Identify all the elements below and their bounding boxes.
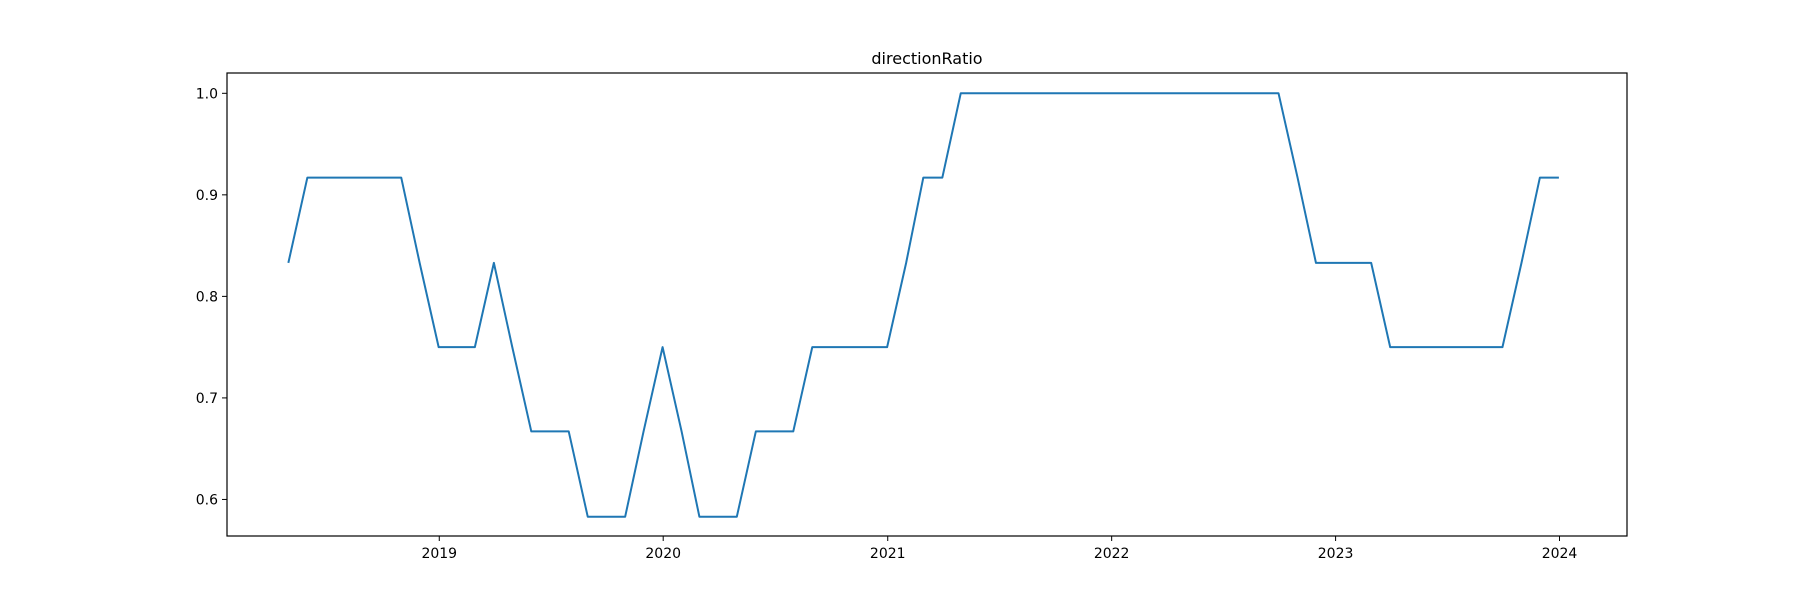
chart-title: directionRatio	[871, 49, 982, 68]
x-tick-label: 2022	[1094, 546, 1130, 562]
y-axis: 0.6 0.7 0.8 0.9 1.0	[196, 86, 227, 508]
y-tick-label: 0.9	[196, 188, 218, 204]
x-axis: 2019 2020 2021 2022 2023 2024	[421, 536, 1577, 562]
plot-frame	[226, 72, 1628, 537]
series-line	[287, 92, 1559, 518]
y-tick-label: 0.6	[196, 492, 218, 508]
x-tick-label: 2021	[870, 546, 906, 562]
x-tick-label: 2023	[1318, 546, 1354, 562]
y-tick-label: 0.7	[196, 391, 218, 407]
x-tick-label: 2019	[421, 546, 457, 562]
y-tick-label: 0.8	[196, 289, 218, 305]
y-tick-label: 1.0	[196, 86, 218, 102]
x-tick-label: 2024	[1542, 546, 1578, 562]
x-tick-label: 2020	[645, 546, 681, 562]
